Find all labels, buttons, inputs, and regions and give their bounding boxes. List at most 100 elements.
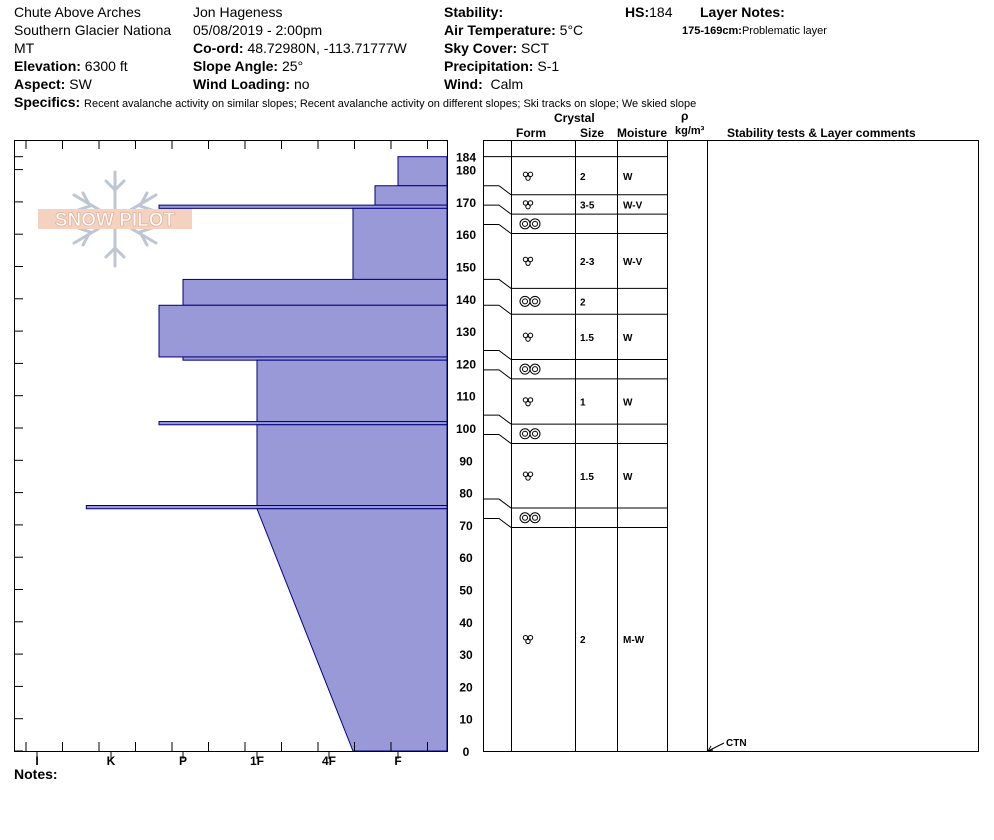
- total-snow-height: HS:184: [625, 4, 672, 20]
- crust-grain-outer: [519, 363, 531, 375]
- crust-grain-inner: [532, 298, 538, 305]
- crust-grain-outer: [529, 218, 541, 230]
- crust-grain-outer: [519, 218, 531, 230]
- layer-size: 3-5: [580, 200, 595, 211]
- notes-label: Notes:: [14, 766, 58, 782]
- melt-grain: [527, 471, 534, 477]
- crust-grain-inner: [522, 220, 528, 227]
- coordinates: Co-ord: 48.72980N, -113.71777W: [193, 40, 407, 56]
- layer-size: 1.5: [580, 472, 594, 483]
- slope-label: Slope Angle:: [193, 58, 279, 74]
- y-axis-tick-label: 70: [459, 519, 473, 533]
- layer-notes-label: Layer Notes:: [700, 4, 785, 20]
- coord-value: 48.72980N, -113.71777W: [247, 40, 407, 56]
- hardness-bar: [397, 156, 448, 187]
- crust-grain-inner: [522, 366, 528, 373]
- layer-size: 2-3: [580, 257, 595, 268]
- melt-grain: [525, 638, 531, 645]
- y-axis-tick-label: 90: [459, 454, 473, 468]
- y-axis-tick-label: 50: [459, 584, 473, 598]
- elevation-label: Elevation:: [14, 58, 81, 74]
- stability: Stability:: [444, 4, 503, 20]
- logo-text: SNOW PILOT: [55, 210, 176, 231]
- layer-note-text: Problematic layer: [741, 25, 827, 37]
- coord-label: Co-ord:: [193, 40, 244, 56]
- sky-label: Sky Cover:: [444, 40, 518, 56]
- layer-size: 1: [580, 397, 586, 408]
- comments-header: Stability tests & Layer comments: [727, 126, 916, 140]
- melt-grain: [527, 256, 534, 263]
- x-axis-tick-label: K: [107, 754, 116, 768]
- depth-connector: [483, 498, 512, 509]
- y-axis-tick-label: 160: [456, 228, 476, 242]
- layer-size: 1.5: [580, 333, 594, 344]
- melt-form-icon: [522, 256, 534, 266]
- precipitation: Precipitation: S-1: [444, 58, 559, 74]
- melt-grain: [527, 397, 534, 403]
- x-axis-tick-label: P: [179, 754, 187, 768]
- crust-grain-inner: [532, 366, 538, 373]
- depth-connector: [483, 369, 512, 380]
- melt-grain: [525, 475, 531, 481]
- hardness-bar: [256, 424, 448, 507]
- air-temperature: Air Temperature: 5°C: [444, 22, 583, 38]
- specifics: Specifics: Recent avalanche activity on …: [14, 94, 696, 112]
- hardness-bar: [158, 304, 448, 358]
- y-axis-tick-label: 20: [459, 680, 473, 694]
- stability-tests: CTN: [706, 738, 747, 752]
- hs-label: HS:: [625, 4, 650, 20]
- y-axis-tick-label: 110: [456, 390, 476, 404]
- melt-freeze-crust-icon: [519, 363, 541, 375]
- melt-grain: [522, 332, 529, 339]
- layer-moisture: M-W: [623, 635, 645, 646]
- slope-angle: Slope Angle: 25°: [193, 58, 303, 74]
- hardness-bar: [352, 207, 448, 280]
- wind-loading-label: Wind Loading:: [193, 76, 291, 92]
- test-label: CTN: [726, 738, 747, 749]
- melt-grain: [522, 635, 529, 641]
- aspect: Aspect: SW: [14, 76, 92, 92]
- y-axis-tick-label: 120: [456, 357, 476, 371]
- hardness-plot-frame: [14, 140, 448, 752]
- hardness-profile: [85, 156, 448, 752]
- melt-grain: [525, 175, 531, 181]
- melt-freeze-crust-icon: [519, 428, 541, 440]
- melt-grain: [522, 171, 529, 178]
- melt-grain: [525, 400, 531, 407]
- y-axis-tick-label: 80: [459, 487, 473, 501]
- wind-loading: Wind Loading: no: [193, 76, 310, 92]
- crust-grain-inner: [532, 220, 538, 227]
- y-axis-tick-label: 140: [456, 293, 476, 307]
- hardness-axis: I K P 1F 4F F: [25, 140, 428, 768]
- test-leader: [707, 742, 725, 752]
- layer-moisture: W: [623, 397, 633, 408]
- melt-form-icon: [522, 200, 534, 210]
- location-name: Chute Above Arches: [14, 4, 141, 20]
- melt-grain: [525, 203, 531, 210]
- y-axis-tick-label: 170: [456, 196, 476, 210]
- crust-grain-inner: [522, 514, 528, 521]
- air-temp-value: 5°C: [559, 22, 584, 38]
- snowpilot-logo: SNOW PILOT: [38, 170, 192, 268]
- depth-connector: [483, 433, 512, 444]
- depth-connector: [483, 517, 512, 528]
- layer-note-range: 175-169cm:: [682, 25, 742, 37]
- layer-size: 2: [580, 172, 586, 183]
- form-header: Form: [516, 126, 546, 140]
- layer-moisture: W-V: [623, 200, 643, 211]
- x-axis-tick-label: 1F: [250, 754, 264, 768]
- crust-grain-outer: [519, 428, 531, 440]
- layer-note: 175-169cm:Problematic layer: [682, 23, 827, 39]
- moisture-header: Moisture: [617, 126, 668, 140]
- crust-grain-outer: [519, 512, 531, 524]
- y-axis-tick-label: 10: [459, 713, 473, 727]
- layer-moisture: W-V: [623, 257, 643, 268]
- layer-moisture: W: [623, 472, 633, 483]
- y-axis-tick-label: 150: [456, 261, 476, 275]
- hardness-bar: [256, 508, 448, 752]
- melt-freeze-crust-icon: [519, 512, 541, 524]
- observation-datetime: 05/08/2019 - 2:00pm: [193, 22, 323, 38]
- state-name: MT: [14, 40, 35, 56]
- y-axis-tick-label: 0: [463, 745, 470, 759]
